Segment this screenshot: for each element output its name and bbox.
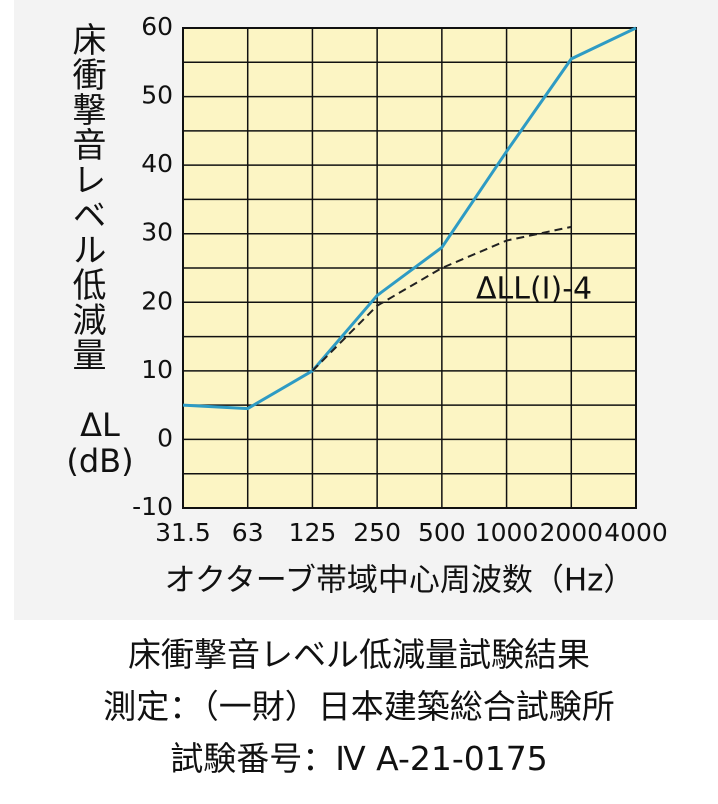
y-tick-label: 10 <box>141 355 173 384</box>
y-tick-label: 50 <box>141 81 173 110</box>
y-axis-label: ΔL <box>80 406 120 444</box>
x-tick-label: 500 <box>418 518 466 547</box>
x-axis-label: オクターブ帯域中心周波数（Hz） <box>165 563 635 599</box>
chart: -10 0 10 20 30 40 50 60 31.5 63 125 250 500 1000 2000 4… <box>132 12 668 599</box>
y-axis-unit: (dB) <box>66 442 134 480</box>
series-line <box>182 26 637 411</box>
y-axis-label: 床衝撃音レベル低減量 <box>66 22 106 372</box>
x-tick-label: 63 <box>232 518 264 547</box>
x-tick-label: 125 <box>289 518 337 547</box>
x-tick-label: 250 <box>353 518 401 547</box>
caption: 測定：（一財）日本建築総合試験所 <box>103 687 615 726</box>
x-tick-label: 31.5 <box>155 518 211 547</box>
y-tick-label: -10 <box>132 492 173 521</box>
caption: 試験番号：Ⅳ A-21-0175 <box>170 739 548 778</box>
y-tick-label: 60 <box>141 12 173 41</box>
annotation: ΔLL(Ⅰ)-4 <box>476 272 592 307</box>
x-tick-label: 1000 <box>475 518 539 547</box>
y-tick-label: 30 <box>141 218 173 247</box>
caption: 床衝撃音レベル低減量試験結果 <box>128 635 590 674</box>
y-tick-label: 0 <box>157 423 173 452</box>
y-tick-label: 20 <box>141 286 173 315</box>
x-tick-label: 4000 <box>604 518 668 547</box>
x-tick-label: 2000 <box>539 518 603 547</box>
y-tick-label: 40 <box>141 149 173 178</box>
